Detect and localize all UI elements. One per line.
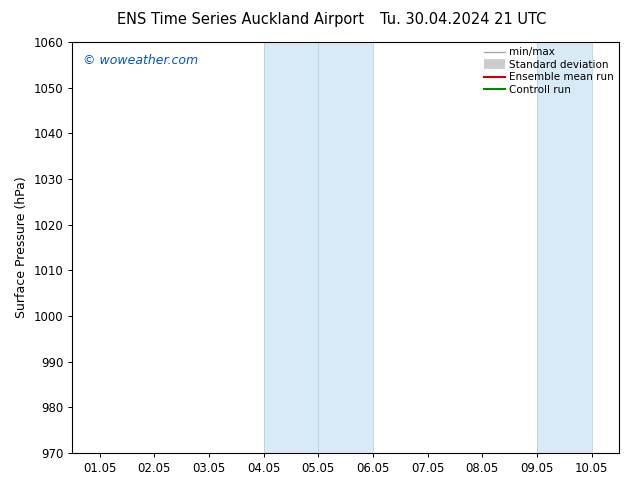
- Bar: [264, 42, 318, 453]
- Y-axis label: Surface Pressure (hPa): Surface Pressure (hPa): [15, 176, 28, 318]
- Text: ENS Time Series Auckland Airport: ENS Time Series Auckland Airport: [117, 12, 365, 27]
- Text: © woweather.com: © woweather.com: [83, 54, 198, 68]
- Text: Tu. 30.04.2024 21 UTC: Tu. 30.04.2024 21 UTC: [380, 12, 546, 27]
- Bar: [318, 42, 373, 453]
- Bar: [537, 42, 592, 453]
- Legend: min/max, Standard deviation, Ensemble mean run, Controll run: min/max, Standard deviation, Ensemble me…: [484, 47, 614, 95]
